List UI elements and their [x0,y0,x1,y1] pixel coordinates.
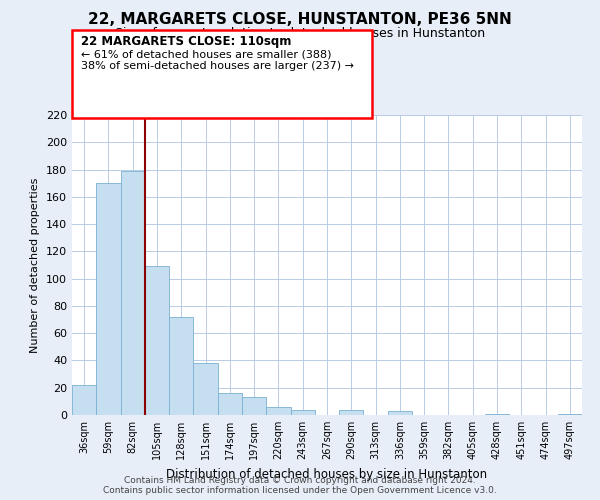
Bar [388,411,412,415]
Text: 22 MARGARETS CLOSE: 110sqm: 22 MARGARETS CLOSE: 110sqm [81,35,292,48]
Y-axis label: Number of detached properties: Number of detached properties [31,178,40,352]
Bar [558,414,582,415]
Bar [121,171,145,415]
Text: Contains HM Land Registry data © Crown copyright and database right 2024.: Contains HM Land Registry data © Crown c… [124,476,476,485]
Text: 22, MARGARETS CLOSE, HUNSTANTON, PE36 5NN: 22, MARGARETS CLOSE, HUNSTANTON, PE36 5N… [88,12,512,28]
Bar [485,414,509,415]
Bar [266,407,290,415]
Text: 38% of semi-detached houses are larger (237) →: 38% of semi-detached houses are larger (… [81,61,354,71]
Text: Contains public sector information licensed under the Open Government Licence v3: Contains public sector information licen… [103,486,497,495]
Bar [145,266,169,415]
Text: ← 61% of detached houses are smaller (388): ← 61% of detached houses are smaller (38… [81,49,331,59]
Bar [339,410,364,415]
Text: Size of property relative to detached houses in Hunstanton: Size of property relative to detached ho… [115,28,485,40]
Bar [169,317,193,415]
Bar [242,398,266,415]
Bar [72,385,96,415]
Bar [96,183,121,415]
X-axis label: Distribution of detached houses by size in Hunstanton: Distribution of detached houses by size … [166,468,488,480]
Bar [290,410,315,415]
Bar [218,393,242,415]
Bar [193,363,218,415]
